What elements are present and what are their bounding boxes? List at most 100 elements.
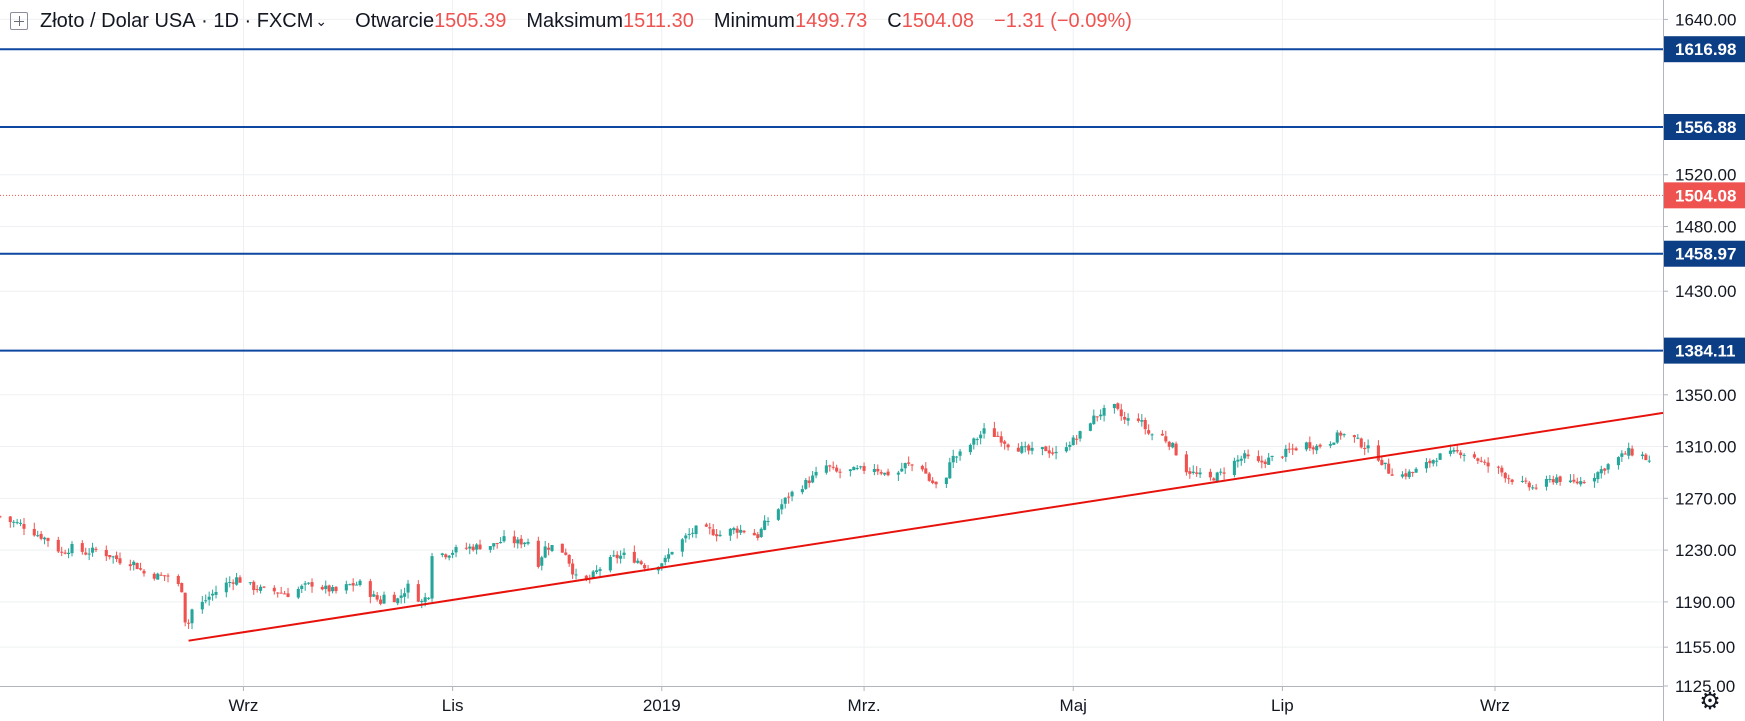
candle-body	[1647, 460, 1651, 462]
candle-body	[440, 553, 444, 555]
candle-body	[142, 570, 146, 574]
candle-body	[135, 562, 139, 570]
candle-body	[591, 571, 595, 578]
candle-body	[711, 529, 715, 536]
candle-body	[207, 596, 211, 600]
candle-body	[214, 591, 218, 595]
time-tick-label: Lis	[442, 696, 464, 715]
price-axis-badge	[1664, 114, 1745, 141]
candle-body	[632, 551, 636, 563]
candle-body	[36, 535, 40, 537]
candle-body	[1363, 447, 1367, 449]
expand-icon[interactable]	[10, 12, 28, 30]
high-label: Maksimum	[526, 9, 624, 32]
candle-body	[547, 547, 551, 550]
candle-body	[1140, 420, 1144, 422]
candle-body	[259, 586, 263, 591]
candle-body	[224, 582, 228, 593]
trendline[interactable]	[188, 411, 1664, 642]
candle-body	[1568, 480, 1572, 483]
candle-body	[927, 473, 931, 481]
interval-sep: ·	[195, 9, 214, 32]
candle-body	[619, 555, 623, 559]
candle-body	[622, 552, 626, 556]
candle-body	[1424, 462, 1428, 469]
candle-body	[1435, 460, 1439, 462]
candle-body	[660, 563, 664, 567]
candle-body	[187, 622, 191, 624]
candle-body	[1640, 454, 1644, 457]
candle-body	[444, 554, 448, 558]
candle-body	[1438, 453, 1442, 460]
candle-body	[718, 534, 722, 537]
candle-body	[564, 552, 568, 555]
candle-body	[176, 575, 180, 585]
candle-body	[348, 584, 352, 586]
candle-body	[108, 555, 112, 558]
candle-body	[766, 520, 770, 522]
candle-body	[639, 561, 643, 565]
candle-body	[1428, 460, 1432, 464]
low-value: 1499.73	[794, 9, 868, 32]
candle-body	[1404, 473, 1408, 477]
candle-body	[1479, 460, 1483, 462]
candle-body	[56, 539, 60, 552]
candle-body	[787, 496, 791, 498]
candle-body	[907, 462, 911, 464]
candle-body	[543, 546, 547, 558]
candle-body	[1332, 442, 1336, 445]
candle-body	[859, 466, 863, 468]
candle-body	[1328, 444, 1332, 446]
candle-body	[111, 556, 115, 558]
candle-body	[200, 601, 204, 610]
candle-body	[1599, 469, 1603, 474]
candle-body	[238, 577, 242, 583]
candle-body	[1284, 448, 1288, 457]
interval[interactable]: 1D	[213, 9, 239, 32]
candle-body	[982, 428, 986, 434]
candle-body	[1510, 479, 1514, 483]
candle-body	[876, 468, 880, 472]
candle-body	[848, 469, 852, 472]
chevron-down-icon[interactable]: ⌄	[315, 12, 328, 29]
candle-body	[1644, 454, 1648, 461]
candle-body	[296, 588, 300, 598]
candle-body	[790, 491, 794, 497]
price-tick-label: 1310.00	[1675, 438, 1736, 457]
candle-body	[152, 573, 156, 579]
candle-body	[968, 444, 972, 453]
candle-body	[307, 582, 311, 584]
candle-body	[1195, 472, 1199, 474]
candle-body	[128, 564, 132, 567]
candle-body	[351, 583, 355, 586]
candle-body	[776, 509, 780, 520]
exchange[interactable]: FXCM	[256, 9, 314, 32]
symbol-name[interactable]: Złoto / Dolar USA	[40, 9, 196, 32]
candle-body	[862, 466, 866, 471]
candle-body	[1020, 446, 1024, 453]
candle-body	[1534, 487, 1538, 489]
candle-body	[1359, 438, 1363, 448]
candle-body	[1016, 447, 1020, 452]
candle-body	[204, 600, 208, 602]
candle-body	[567, 554, 571, 564]
candle-body	[1102, 408, 1106, 416]
candle-body	[1630, 448, 1634, 456]
candle-body	[1582, 482, 1586, 484]
candle-body	[948, 462, 952, 479]
candle-body	[1092, 415, 1096, 425]
gear-icon[interactable]: ⚙	[1699, 688, 1721, 715]
candle-body	[828, 465, 832, 467]
candle-body	[1527, 482, 1531, 488]
candle-body	[800, 489, 804, 493]
candle-body	[1191, 471, 1195, 474]
candle-body	[1263, 461, 1267, 465]
candle-body	[94, 548, 98, 550]
candle-body	[999, 436, 1003, 443]
candle-body	[8, 516, 12, 523]
candle-body	[536, 540, 540, 567]
candle-body	[0, 516, 2, 518]
candle-body	[728, 528, 732, 536]
candle-body	[416, 584, 420, 602]
